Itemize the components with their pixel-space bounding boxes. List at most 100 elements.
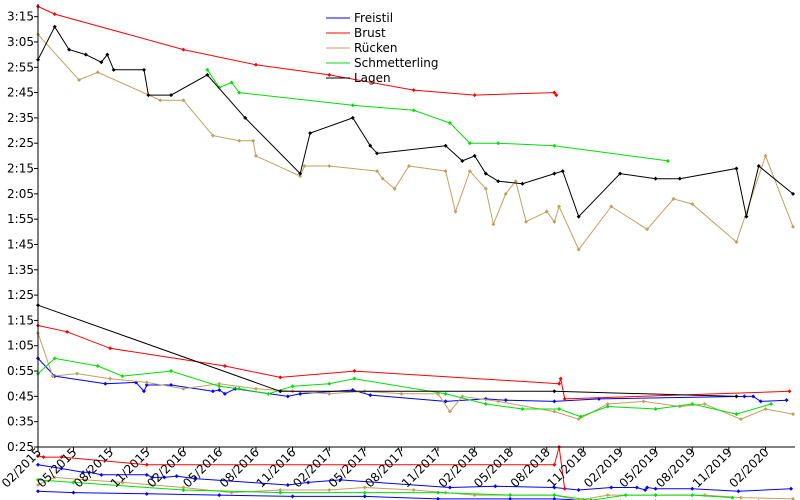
data-point [150, 475, 155, 480]
y-tick-label: 2:05 [7, 187, 34, 201]
data-point [406, 164, 411, 169]
data-point [653, 493, 658, 498]
data-point [36, 482, 40, 487]
data-point [375, 151, 380, 156]
data-point [491, 222, 496, 227]
data-point [52, 475, 57, 480]
data-point [609, 204, 614, 209]
data-point [742, 394, 747, 399]
data-point [99, 60, 104, 65]
data-point [493, 484, 498, 489]
data-point [443, 143, 448, 148]
data-point [253, 153, 258, 158]
data-point [362, 485, 367, 490]
data-point [758, 399, 763, 404]
data-point [554, 93, 559, 98]
data-point [75, 371, 80, 376]
data-point [641, 399, 646, 404]
data-point [443, 399, 448, 404]
data-point [496, 399, 501, 404]
data-point [338, 477, 343, 482]
data-point [677, 176, 682, 181]
data-point [36, 489, 40, 494]
data-point [36, 462, 40, 467]
data-point [436, 490, 441, 495]
data-point [467, 169, 472, 174]
data-point [217, 493, 222, 498]
data-point [217, 388, 222, 393]
data-point [350, 103, 355, 108]
data-point [285, 482, 290, 487]
data-point [756, 164, 761, 169]
data-point [375, 169, 380, 174]
data-point [738, 495, 743, 500]
data-point [520, 407, 525, 412]
data-point [483, 171, 488, 176]
data-point [59, 466, 64, 471]
data-point [327, 488, 332, 493]
data-point [362, 494, 367, 499]
data-point [362, 490, 367, 495]
data-point [174, 474, 179, 479]
data-point [503, 398, 508, 403]
data-point [552, 389, 557, 394]
data-point [618, 171, 623, 176]
data-point [558, 376, 563, 381]
data-point [251, 138, 256, 143]
legend-label: Brust [354, 26, 386, 40]
data-point [95, 70, 100, 75]
data-point [562, 396, 567, 401]
data-point [181, 386, 186, 391]
data-point [791, 224, 796, 229]
data-point [791, 191, 796, 196]
data-point [210, 389, 215, 394]
data-point [552, 493, 557, 498]
y-tick-label: 0:45 [7, 389, 34, 403]
data-point [71, 480, 76, 485]
data-point [645, 485, 650, 490]
data-point [472, 93, 477, 98]
data-point [36, 453, 40, 458]
data-point [763, 407, 768, 412]
data-point [298, 391, 303, 396]
y-tick-label: 1:15 [7, 313, 34, 327]
data-point [222, 391, 227, 396]
data-point [744, 214, 749, 219]
data-point [751, 394, 756, 399]
data-point [467, 141, 472, 146]
data-point [83, 52, 88, 57]
data-point [544, 209, 549, 214]
data-point [52, 12, 57, 17]
data-point [734, 239, 739, 244]
data-point [181, 98, 186, 103]
data-point [763, 153, 768, 158]
data-point [552, 143, 557, 148]
data-point [169, 369, 174, 374]
data-point [734, 412, 739, 417]
data-point [41, 455, 46, 460]
series-line [37, 490, 593, 500]
data-point [399, 391, 404, 396]
data-point [436, 496, 441, 500]
data-point [368, 393, 373, 398]
data-point [108, 346, 113, 351]
data-point [181, 47, 186, 52]
data-point [352, 369, 357, 374]
data-point [552, 485, 557, 490]
data-point [144, 462, 149, 467]
data-point [665, 158, 670, 163]
data-point [736, 489, 741, 494]
data-point [787, 389, 792, 394]
y-tick-label: 1:05 [7, 339, 34, 353]
series-line [37, 358, 787, 402]
data-point [552, 90, 557, 95]
data-point [71, 490, 76, 495]
data-point [120, 480, 125, 485]
data-point [496, 179, 501, 184]
data-point [144, 382, 149, 387]
data-point [453, 209, 458, 214]
data-point [690, 486, 695, 491]
data-point [36, 477, 40, 482]
